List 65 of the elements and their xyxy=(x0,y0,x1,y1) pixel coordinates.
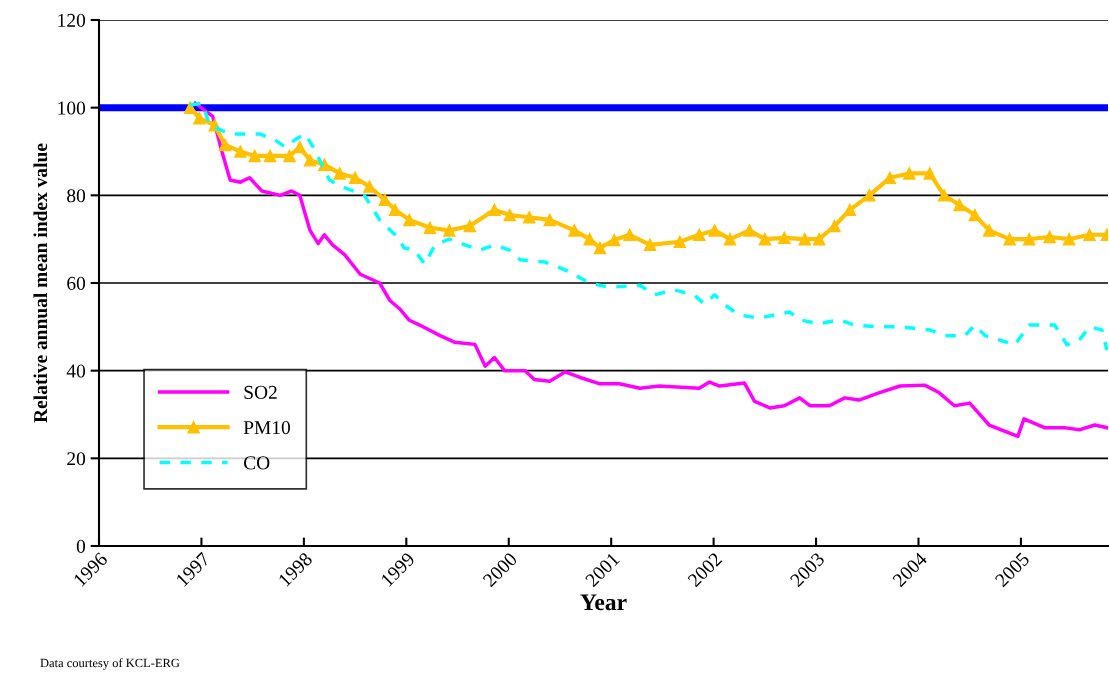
point xyxy=(423,221,437,235)
point xyxy=(443,224,456,237)
y-tick-label: 120 xyxy=(58,13,86,27)
point xyxy=(743,224,756,237)
point xyxy=(303,154,317,167)
point xyxy=(1043,230,1056,244)
point xyxy=(812,232,826,246)
point xyxy=(403,213,416,227)
point xyxy=(293,140,307,154)
point xyxy=(183,101,197,114)
legend-label: SO2 xyxy=(244,385,277,399)
y-tick-label: 100 xyxy=(58,101,86,115)
point xyxy=(583,232,596,246)
point xyxy=(798,232,812,246)
x-tick-label: 2001 xyxy=(584,552,621,588)
y-tick-label: 0 xyxy=(76,539,86,553)
point xyxy=(623,228,636,242)
point xyxy=(1062,232,1076,246)
point xyxy=(708,224,721,237)
point xyxy=(937,189,951,202)
point xyxy=(348,171,362,185)
point xyxy=(488,203,501,217)
point xyxy=(903,167,916,180)
legend-label: PM10 xyxy=(243,421,291,435)
point xyxy=(568,224,581,237)
point xyxy=(503,208,517,222)
point xyxy=(333,167,346,180)
y-tick-label: 80 xyxy=(67,189,86,203)
point xyxy=(608,233,621,247)
point xyxy=(923,167,937,180)
point xyxy=(843,203,857,217)
point xyxy=(693,228,706,242)
point xyxy=(643,238,657,252)
text: Data courtesy of KCL-ERG xyxy=(40,658,180,670)
y-axis-title: Relative annual mean index value xyxy=(33,143,48,423)
point xyxy=(218,138,232,152)
legend-label: CO xyxy=(244,456,270,470)
point xyxy=(953,198,966,212)
y-tick-label: 60 xyxy=(67,276,86,290)
point xyxy=(378,193,392,206)
point xyxy=(234,145,247,158)
point xyxy=(968,208,982,222)
point xyxy=(1003,232,1016,246)
point xyxy=(778,231,791,245)
point xyxy=(1083,228,1096,242)
x-axis-title: Year xyxy=(580,594,627,611)
point xyxy=(673,235,687,249)
point xyxy=(883,171,897,185)
point xyxy=(193,111,206,125)
point xyxy=(723,232,737,246)
point xyxy=(593,241,607,255)
point xyxy=(828,219,841,233)
point xyxy=(543,213,556,227)
point xyxy=(463,219,477,233)
point xyxy=(982,224,996,237)
point xyxy=(1022,232,1036,246)
point xyxy=(863,189,876,202)
point xyxy=(522,210,536,224)
point xyxy=(283,149,296,163)
point xyxy=(263,149,277,163)
y-tick-label: 20 xyxy=(67,452,86,466)
y-tick-label: 40 xyxy=(66,364,86,378)
point xyxy=(758,232,772,246)
point xyxy=(248,149,261,163)
point xyxy=(388,203,402,217)
